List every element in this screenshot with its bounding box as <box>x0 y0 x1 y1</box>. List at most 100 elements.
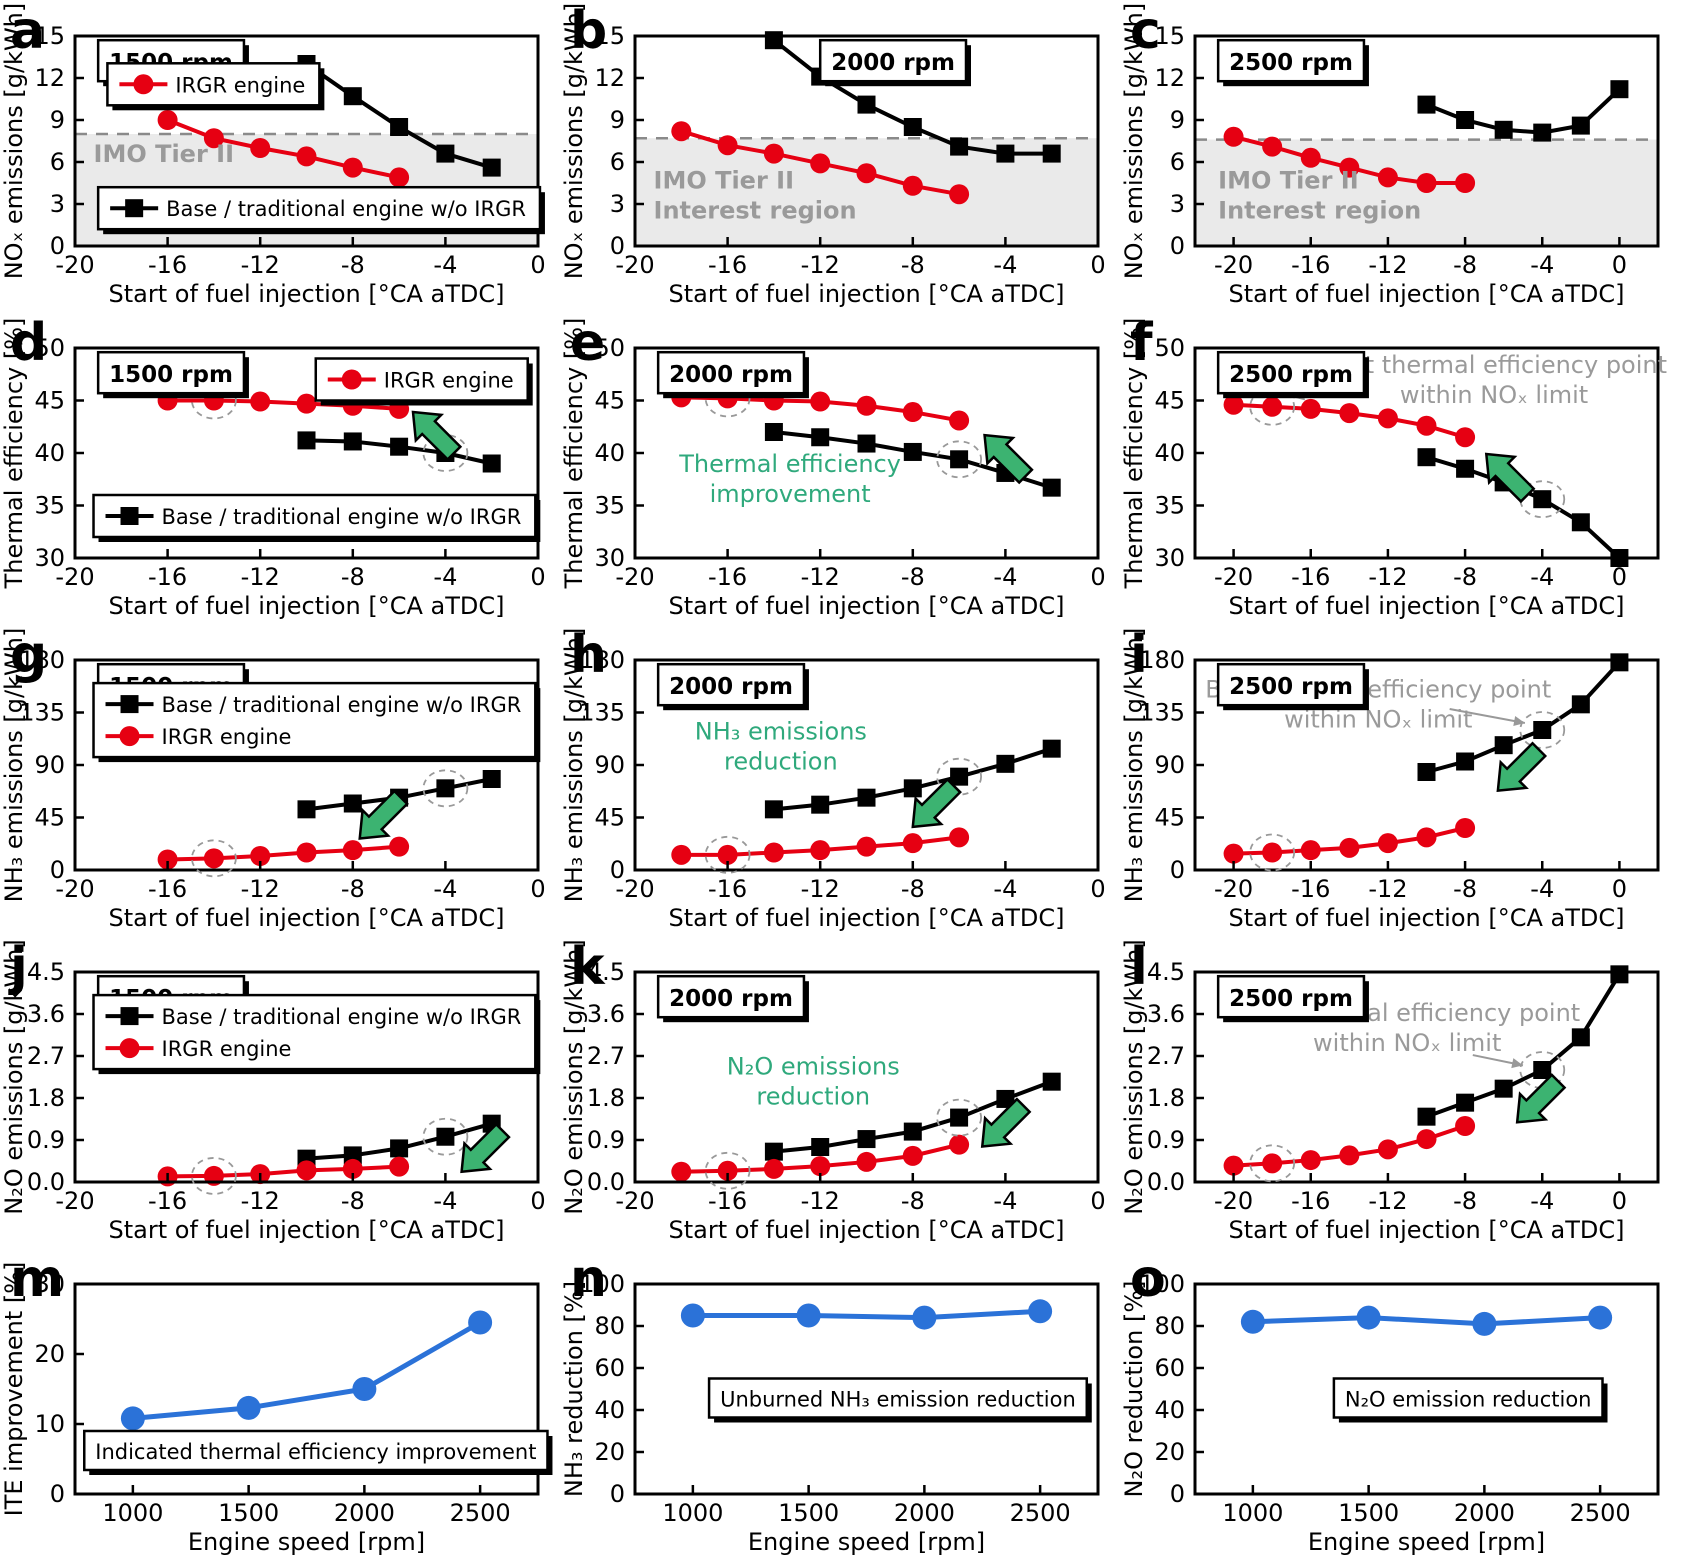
svg-text:3: 3 <box>610 190 625 218</box>
svg-text:90: 90 <box>34 751 65 779</box>
svg-text:Thermal efficiency: Thermal efficiency <box>678 450 901 478</box>
chart-d: -20 -16 -12 -8 -4 0 30 35 40 45 50 Start of fuel in… <box>0 313 546 620</box>
svg-text:Engine speed [rpm]: Engine speed [rpm] <box>748 1528 985 1556</box>
series-irgr <box>671 1134 970 1182</box>
svg-text:a: a <box>10 1 45 61</box>
highlight-circle <box>1519 480 1566 519</box>
svg-text:4.5: 4.5 <box>587 958 625 986</box>
svg-text:l: l <box>1130 937 1148 997</box>
svg-text:1000: 1000 <box>102 1499 163 1527</box>
green-arrow-icon <box>411 410 463 462</box>
svg-text:Thermal efficiency [%]: Thermal efficiency [%] <box>1120 318 1148 590</box>
svg-text:reduction: reduction <box>724 747 838 775</box>
svg-text:-8: -8 <box>1453 1187 1477 1215</box>
plot-frame <box>1193 1282 1660 1496</box>
svg-text:-20: -20 <box>55 1187 94 1215</box>
svg-text:IRGR engine: IRGR engine <box>384 369 514 393</box>
svg-text:N₂O reduction [%]: N₂O reduction [%] <box>1120 1281 1148 1498</box>
svg-text:-8: -8 <box>341 875 365 903</box>
svg-text:-16: -16 <box>708 563 747 591</box>
svg-text:0.9: 0.9 <box>27 1126 65 1154</box>
svg-text:3: 3 <box>1170 190 1185 218</box>
svg-text:40: 40 <box>1154 1396 1185 1424</box>
svg-text:80: 80 <box>594 1312 625 1340</box>
svg-text:-16: -16 <box>708 251 747 279</box>
plot-frame <box>73 1282 540 1496</box>
highlight-circle <box>1519 711 1566 749</box>
svg-text:NOₓ emissions [g/kWh]: NOₓ emissions [g/kWh] <box>1120 3 1148 280</box>
svg-text:Base / traditional engine w/o: Base / traditional engine w/o IRGR <box>162 1005 522 1029</box>
svg-text:0: 0 <box>1090 875 1105 903</box>
svg-text:-16: -16 <box>148 875 187 903</box>
svg-text:f: f <box>1130 313 1154 373</box>
svg-text:180: 180 <box>19 646 65 674</box>
svg-text:50: 50 <box>1154 334 1185 362</box>
svg-text:135: 135 <box>19 699 65 727</box>
svg-text:-4: -4 <box>993 1187 1017 1215</box>
series-irgr <box>157 836 410 870</box>
svg-text:IMO Tier II: IMO Tier II <box>654 167 795 195</box>
green-arrow-icon <box>1484 452 1536 504</box>
svg-text:6: 6 <box>610 148 625 176</box>
svg-text:0: 0 <box>610 856 625 884</box>
svg-text:0: 0 <box>1170 232 1185 260</box>
svg-text:2500: 2500 <box>1010 1499 1071 1527</box>
svg-text:-16: -16 <box>1291 1187 1330 1215</box>
svg-text:Indicated thermal efficiency i: Indicated thermal efficiency improvement <box>95 1440 536 1464</box>
svg-text:IMO Tier II: IMO Tier II <box>94 140 235 168</box>
svg-text:Best thermal efficiency point: Best thermal efficiency point <box>1321 351 1667 379</box>
highlight-circle <box>190 1157 237 1195</box>
svg-text:9: 9 <box>610 106 625 134</box>
rpm-title-box: 2000 rpm <box>656 662 809 711</box>
svg-text:12: 12 <box>1154 64 1185 92</box>
svg-text:2500: 2500 <box>450 1499 511 1527</box>
svg-text:45: 45 <box>1154 387 1185 415</box>
highlight-circle <box>704 835 751 874</box>
svg-text:Start of fuel injection [°CA a: Start of fuel injection [°CA aTDC] <box>1229 1216 1625 1244</box>
green-arrow-icon <box>1515 1073 1567 1124</box>
highlight-circle <box>190 839 237 878</box>
svg-text:-8: -8 <box>901 251 925 279</box>
rpm-title-box: 1500 rpm <box>96 350 249 399</box>
svg-text:Start of fuel injection [°CA a: Start of fuel injection [°CA aTDC] <box>1229 592 1625 620</box>
svg-text:2000: 2000 <box>894 1499 955 1527</box>
svg-text:IRGR engine: IRGR engine <box>175 73 305 97</box>
svg-text:-16: -16 <box>708 1187 747 1215</box>
svg-text:-4: -4 <box>433 875 457 903</box>
svg-text:0: 0 <box>1612 875 1627 903</box>
svg-text:60: 60 <box>1154 1354 1185 1382</box>
svg-text:2000 rpm: 2000 rpm <box>669 362 793 388</box>
svg-text:30: 30 <box>34 544 65 572</box>
series-blue <box>1240 1305 1613 1336</box>
svg-text:0: 0 <box>530 563 545 591</box>
svg-text:2500: 2500 <box>1570 1499 1631 1527</box>
svg-text:0: 0 <box>1612 563 1627 591</box>
svg-text:m: m <box>10 1249 64 1309</box>
svg-text:180: 180 <box>1139 646 1185 674</box>
svg-text:35: 35 <box>34 492 65 520</box>
svg-text:12: 12 <box>594 64 625 92</box>
svg-text:-12: -12 <box>801 563 840 591</box>
svg-text:-12: -12 <box>801 875 840 903</box>
svg-text:1.8: 1.8 <box>27 1084 65 1112</box>
panel-d: -20 -16 -12 -8 -4 0 30 35 40 45 50 Start of fuel in… <box>0 312 560 624</box>
svg-text:0: 0 <box>1170 856 1185 884</box>
svg-text:4.5: 4.5 <box>1147 958 1185 986</box>
svg-text:IMO Tier II: IMO Tier II <box>1218 167 1359 195</box>
panel-f: -20 -16 -12 -8 -4 0 30 35 40 45 50 Start of fuel in… <box>1120 312 1680 624</box>
caption-box: Unburned NH₃ emission reduction <box>707 1377 1092 1423</box>
svg-text:-4: -4 <box>993 563 1017 591</box>
svg-text:j: j <box>8 937 28 997</box>
series-irgr <box>1223 394 1476 448</box>
svg-text:-8: -8 <box>341 1187 365 1215</box>
svg-text:0: 0 <box>530 1187 545 1215</box>
svg-text:2000 rpm: 2000 rpm <box>669 986 793 1012</box>
legend: Base / traditional engine w/o IRGR <box>92 493 541 542</box>
svg-text:NH₃ emissions [g/kWh]: NH₃ emissions [g/kWh] <box>1120 628 1148 903</box>
svg-text:-20: -20 <box>615 875 654 903</box>
chart-o: 1000 1500 2000 2500 0 20 40 60 80 100 Engine speed… <box>1120 1249 1660 1556</box>
svg-text:N₂O emissions [g/kWh]: N₂O emissions [g/kWh] <box>1120 939 1148 1215</box>
svg-text:-8: -8 <box>341 251 365 279</box>
svg-text:Start of fuel injection [°CA a: Start of fuel injection [°CA aTDC] <box>669 1216 1065 1244</box>
rpm-title-box: 2000 rpm <box>818 38 971 87</box>
